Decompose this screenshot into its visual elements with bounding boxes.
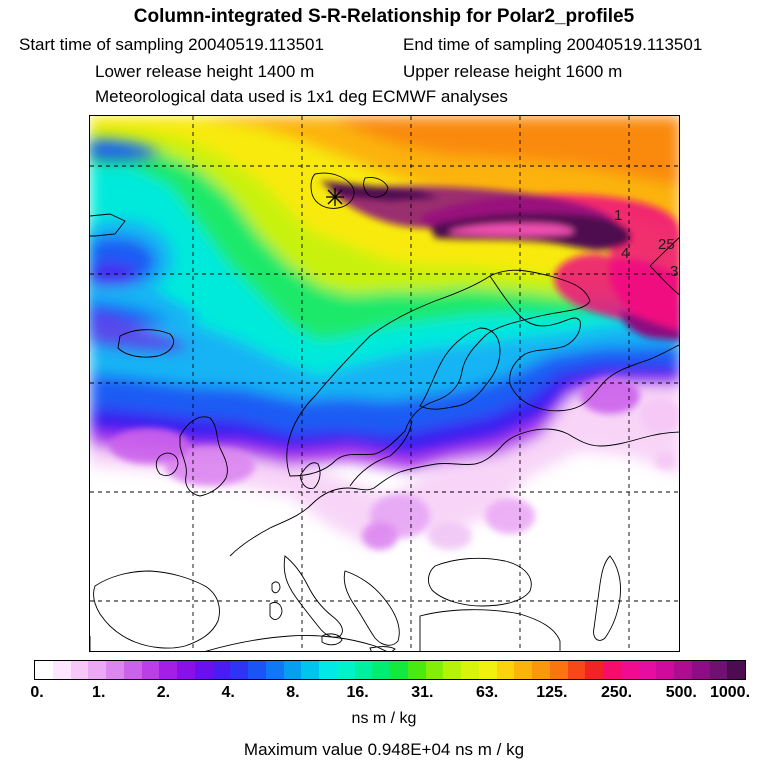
- color-scale-swatch: [638, 661, 657, 679]
- color-scale-bar: [34, 660, 746, 680]
- color-scale-swatch: [478, 661, 497, 679]
- color-scale-tick-label: 8.: [286, 684, 300, 701]
- color-scale-tick-label: 63.: [475, 684, 499, 701]
- color-scale-swatch: [336, 661, 355, 679]
- arctic-plume: [320, 181, 679, 341]
- color-scale-tick-label: 31.: [411, 684, 434, 701]
- color-scale-tick-label: 250.: [600, 684, 633, 701]
- atlantic-swirl: [90, 140, 200, 351]
- color-scale-swatch: [230, 661, 248, 679]
- met-data-label: Meteorological data used is 1x1 deg ECMW…: [95, 87, 508, 106]
- contour-label-1: 1: [614, 207, 622, 224]
- color-scale-tick-label: 500.: [665, 684, 697, 701]
- color-scale-swatch: [691, 661, 710, 679]
- color-scale-swatch: [443, 661, 461, 679]
- color-scale-swatch: [194, 661, 213, 679]
- color-scale-swatch: [461, 661, 479, 679]
- color-scale-swatch: [70, 661, 89, 679]
- units-label: ns m / kg: [351, 710, 417, 727]
- color-scale-tick-label: 2.: [156, 684, 171, 701]
- color-scale-swatch: [532, 661, 550, 679]
- color-scale-swatch: [514, 661, 532, 679]
- graticule: [90, 116, 679, 651]
- color-scale-swatch: [656, 661, 674, 679]
- color-scale-swatch: [319, 661, 337, 679]
- color-scale-swatch: [283, 661, 302, 679]
- color-scale-swatch: [407, 661, 426, 679]
- color-scale-tick-label: 0.: [30, 684, 44, 701]
- color-scale-swatch: [727, 661, 745, 679]
- color-scale-swatch: [354, 661, 373, 679]
- color-scale-tick-label: 1.: [92, 684, 106, 701]
- color-scale-swatch: [123, 661, 142, 679]
- color-scale-swatch: [265, 661, 284, 679]
- southern-speckle: [110, 378, 679, 550]
- color-scale-swatch: [88, 661, 106, 679]
- color-scale-swatch: [248, 661, 266, 679]
- end-time-label: End time of sampling 20040519.113501: [403, 35, 703, 54]
- color-scale-swatch: [372, 661, 390, 679]
- color-scale-tick-label: 16.: [346, 684, 369, 701]
- contour-label-3: 3: [670, 263, 678, 280]
- color-scale-swatch: [390, 661, 408, 679]
- color-scale-swatch: [496, 661, 515, 679]
- color-scale-swatch: [35, 661, 53, 679]
- start-time-label: Start time of sampling 20040519.113501: [19, 35, 324, 54]
- lower-release-label: Lower release height 1400 m: [95, 62, 315, 81]
- max-value-label: Maximum value 0.948E+04 ns m / kg: [243, 740, 525, 759]
- color-scale-tick-label: 1000.: [709, 684, 751, 701]
- color-scale-swatch: [301, 661, 319, 679]
- color-scale-swatch: [567, 661, 586, 679]
- color-scale-swatch: [212, 661, 231, 679]
- color-scale-swatch: [674, 661, 692, 679]
- map-panel: 1 4 25 3: [89, 115, 680, 652]
- contour-label-25: 25: [658, 236, 675, 253]
- color-scale-swatch: [52, 661, 71, 679]
- color-scale-swatch: [709, 661, 728, 679]
- sensitivity-field-map: 1 4 25 3: [90, 116, 679, 651]
- upper-release-label: Upper release height 1600 m: [403, 62, 623, 81]
- color-scale-swatch: [549, 661, 568, 679]
- color-scale-swatch: [159, 661, 177, 679]
- color-scale-swatch: [177, 661, 195, 679]
- color-scale-swatch: [585, 661, 603, 679]
- contour-label-4: 4: [621, 245, 629, 262]
- color-scale-tick-label: 125.: [536, 684, 568, 701]
- plot-title: Column-integrated S-R-Relationship for P…: [133, 6, 635, 27]
- color-scale-swatch: [425, 661, 444, 679]
- color-scale-tick-label: 4.: [221, 684, 235, 701]
- color-scale-swatch: [141, 661, 160, 679]
- color-scale-swatch: [106, 661, 124, 679]
- color-scale-swatch: [603, 661, 621, 679]
- color-scale-swatch: [620, 661, 639, 679]
- star-icon: [326, 188, 344, 206]
